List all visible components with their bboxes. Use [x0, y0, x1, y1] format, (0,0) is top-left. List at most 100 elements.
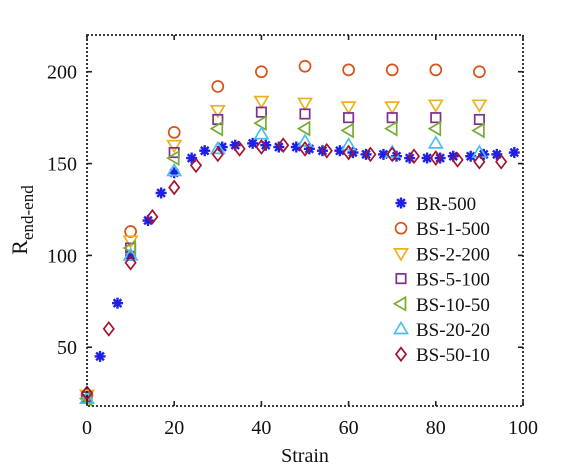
data-point: [277, 137, 290, 154]
data-point: [102, 320, 115, 337]
data-point: [342, 144, 355, 161]
data-point: [253, 126, 270, 140]
data-point: [429, 150, 442, 166]
data-point: [166, 150, 180, 167]
data-point: [209, 120, 224, 137]
x-axis-title: Strain: [281, 445, 329, 467]
data-point: [255, 106, 267, 118]
data-point: [334, 145, 346, 157]
data-point: [112, 297, 124, 309]
y-tick-label: 50: [57, 337, 77, 359]
data-point: [155, 187, 167, 199]
data-point: [233, 140, 246, 157]
legend-marker: [394, 221, 408, 235]
data-point: [255, 139, 268, 155]
legend-item: BS-5-100: [395, 270, 490, 291]
legend-item: BR-500: [395, 194, 476, 215]
tick-labels: 0 20 40 60 80 100 50 100 150 200: [47, 62, 538, 439]
y-axis-title: Rend-end: [7, 185, 37, 255]
data-point: [407, 148, 421, 165]
data-point: [386, 112, 398, 124]
y-axis-title-sub: end-end: [18, 185, 37, 240]
data-point: [211, 146, 224, 163]
data-point: [473, 65, 486, 79]
y-tick-label: 150: [47, 154, 77, 176]
data-point: [211, 80, 225, 93]
legend-marker: [393, 320, 409, 335]
data-point: [168, 179, 181, 196]
data-point: [386, 146, 399, 163]
legend-marker: [394, 346, 408, 363]
data-point: [427, 120, 442, 137]
data-point: [189, 157, 203, 174]
data-point: [299, 108, 311, 120]
data-point: [429, 63, 443, 77]
data-point: [298, 140, 312, 157]
data-point: [495, 153, 508, 170]
data-point: [290, 141, 302, 153]
data-point: [451, 151, 464, 168]
data-point: [94, 350, 106, 362]
data-point: [340, 137, 357, 151]
data-point: [508, 147, 520, 159]
data-point: [343, 112, 355, 124]
data-point: [124, 254, 137, 271]
legend: BR-500 BS-1-500 BS-2-200 BS-5-100 BS-10-50 BS…: [392, 194, 490, 366]
x-tick-label: 20: [164, 417, 184, 439]
legend-item: BS-2-200: [393, 244, 490, 265]
x-tick-label: 60: [339, 417, 359, 439]
data-point: [465, 150, 477, 162]
data-point: [255, 65, 268, 79]
series-br-500: [81, 137, 520, 405]
x-tick-label: 0: [82, 417, 92, 439]
legend-item: BS-10-50: [392, 295, 490, 316]
data-point: [384, 120, 398, 137]
y-tick-label: 200: [47, 62, 77, 84]
data-point: [342, 63, 355, 77]
data-point: [186, 152, 198, 164]
data-point: [209, 140, 226, 155]
data-point: [247, 137, 259, 149]
x-tick-label: 80: [426, 417, 446, 439]
legend-marker: [395, 273, 407, 285]
legend-label: BS-10-50: [416, 295, 490, 316]
data-point: [296, 120, 311, 137]
data-point: [491, 148, 503, 160]
legend-item: BS-20-20: [393, 320, 490, 341]
data-point: [427, 99, 444, 113]
data-point: [471, 144, 488, 158]
data-point: [384, 101, 401, 115]
plot-frame: [86, 34, 524, 407]
legend-label: BS-2-200: [416, 244, 490, 265]
data-point: [166, 162, 183, 177]
data-point: [340, 101, 357, 115]
data-point: [253, 95, 270, 110]
legend-label: BR-500: [416, 194, 476, 215]
data-point: [421, 152, 433, 164]
data-point: [320, 142, 333, 159]
x-tick-label: 100: [508, 417, 538, 439]
data-point: [364, 146, 377, 163]
data-point: [167, 125, 181, 139]
data-point: [471, 122, 485, 139]
data-point: [430, 112, 442, 124]
data-point: [122, 247, 139, 261]
y-tick-label: 100: [47, 245, 77, 267]
data-point: [473, 153, 486, 170]
legend-label: BS-50-10: [416, 345, 490, 366]
series-bs-50-10: [80, 137, 508, 402]
data-point: [471, 99, 488, 113]
data-point: [146, 208, 159, 225]
data-point: [209, 104, 226, 119]
data-point: [340, 122, 354, 139]
legend-label: BS-20-20: [416, 320, 490, 341]
legend-label: BS-5-100: [416, 270, 490, 291]
legend-label: BS-1-500: [416, 219, 490, 240]
legend-marker: [395, 197, 407, 209]
data-point: [297, 97, 313, 112]
legend-marker: [393, 248, 409, 262]
data-point: [166, 139, 183, 154]
data-marks: [78, 59, 520, 407]
legend-item: BS-50-10: [394, 345, 490, 366]
